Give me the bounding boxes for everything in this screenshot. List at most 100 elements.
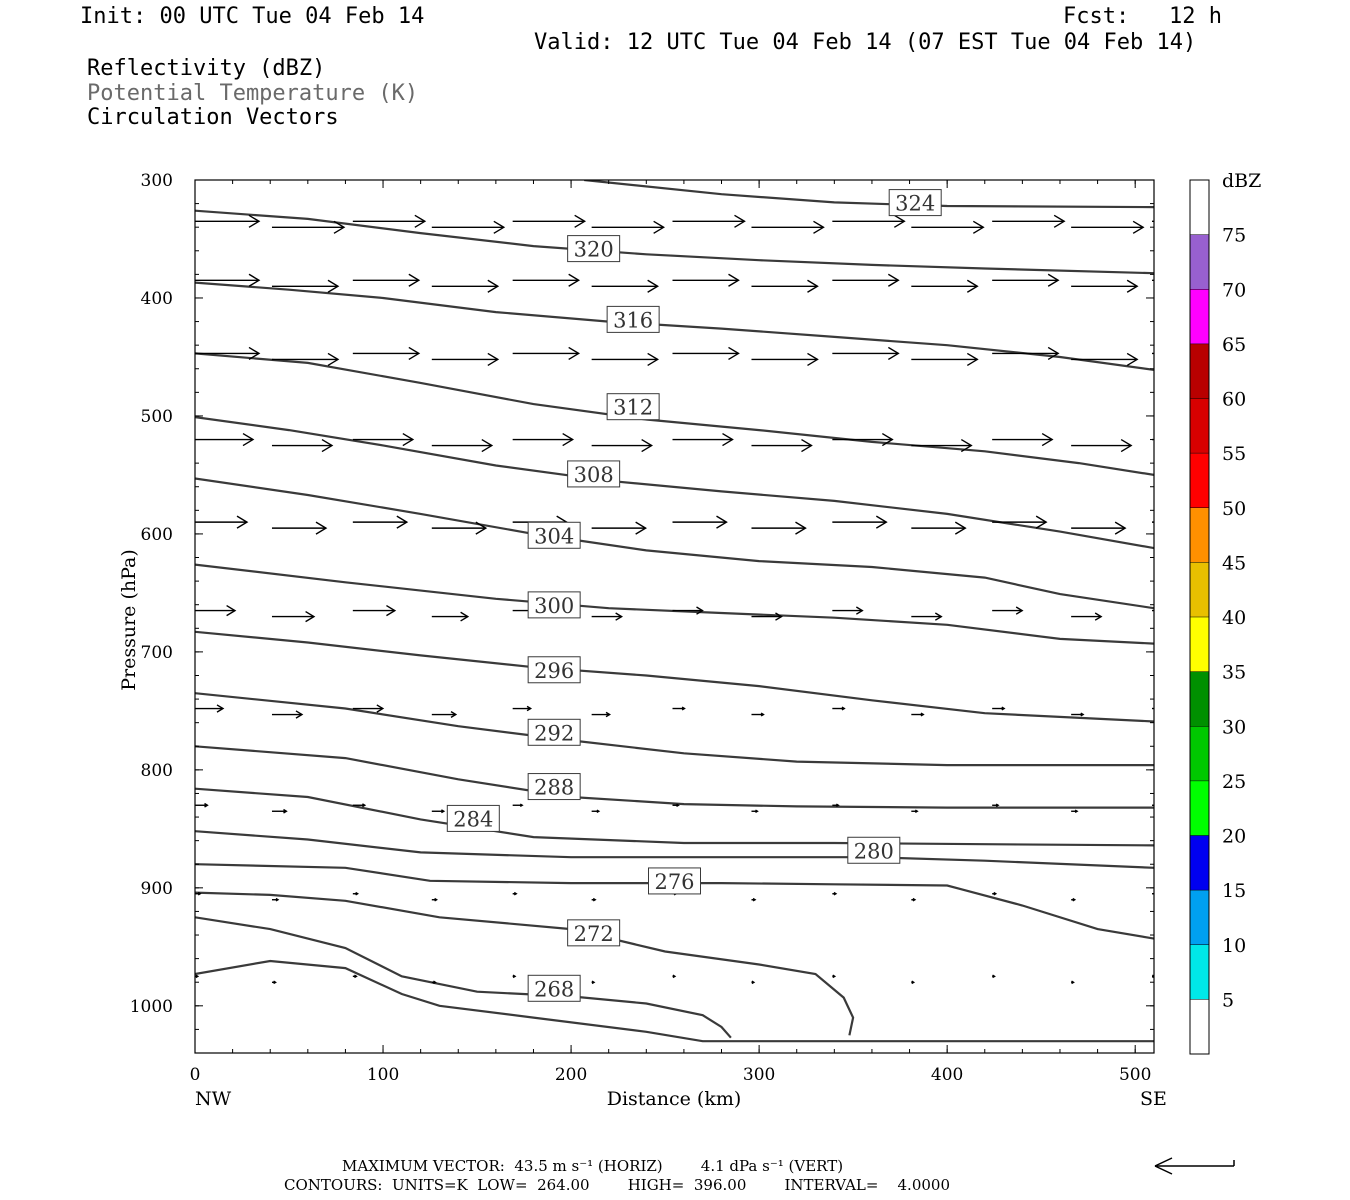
contour-label-box: [446, 804, 500, 832]
colorbar-segment: [1190, 234, 1209, 290]
vector-head: [355, 891, 359, 896]
vector-head: [321, 438, 334, 453]
init-time: Init: 00 UTC Tue 04 Feb 14: [80, 4, 425, 29]
x-axis-label: Distance (km): [607, 1088, 742, 1110]
field-circulation-vectors: Circulation Vectors: [87, 105, 339, 130]
colorbar-segment: [1190, 343, 1209, 399]
vector-head: [835, 803, 840, 808]
colorbar-segment: [1190, 890, 1209, 945]
vector-head: [641, 438, 654, 453]
vector-head: [751, 980, 756, 985]
y-tick-label: 600: [141, 525, 173, 545]
x-tick-label: 500: [1119, 1065, 1151, 1085]
contour-label-box: [527, 773, 581, 801]
x-end-label-se: SE: [1140, 1088, 1167, 1110]
plot-frame: [194, 179, 1155, 1054]
vector-head: [434, 897, 438, 902]
reference-vector-arrow: [1154, 1157, 1235, 1175]
vector-head: [512, 974, 517, 979]
vector-head: [519, 803, 524, 808]
vector-head: [966, 279, 979, 293]
contour-label-box: [888, 189, 942, 217]
colorbar-label: 55: [1222, 443, 1246, 465]
vector-head: [1041, 432, 1054, 447]
colorbar-label: 35: [1222, 662, 1246, 684]
contour-labels: 324 320 316 312 308 304 300 296 292 288 284 280 276 2…: [446, 189, 942, 1002]
contour-line-268: [195, 916, 732, 1039]
vector-head: [327, 279, 340, 293]
y-tick-label: 1000: [130, 997, 173, 1017]
vector-head: [248, 214, 261, 228]
vector-head: [833, 891, 838, 896]
vector-head: [1001, 706, 1006, 711]
colorbar-label: 15: [1222, 880, 1246, 902]
vector-head: [972, 220, 985, 234]
vector-head: [681, 706, 686, 711]
colorbar-label: 20: [1222, 826, 1246, 848]
vector-head: [305, 610, 316, 623]
vector-head: [275, 897, 280, 902]
max-vector-info: MAXIMUM VECTOR: 43.5 m s⁻¹ (HORIZ) 4.1 d…: [342, 1157, 844, 1175]
contour-line-324: [584, 180, 1154, 209]
vector-head: [414, 214, 427, 228]
contour-label: 268: [534, 977, 574, 1001]
vector-head: [396, 515, 409, 529]
vector-head: [716, 515, 728, 529]
colorbar-label: 60: [1222, 389, 1246, 411]
x-tick-label: 400: [931, 1065, 963, 1085]
y-tick-label: 700: [141, 643, 173, 663]
contour-label: 292: [534, 721, 574, 745]
valid-time: Valid: 12 UTC Tue 04 Feb 14 (07 EST Tue …: [534, 30, 1197, 55]
colorbar-segment: [1190, 453, 1209, 508]
contour-label-box: [567, 460, 621, 488]
vector-head: [647, 352, 660, 367]
contour-label-box: [567, 919, 621, 947]
forecast-hour: Fcst: 12 h: [1063, 4, 1222, 29]
vector-head: [635, 521, 648, 535]
contour-label-box: [648, 867, 701, 895]
vector-head: [204, 802, 209, 808]
vector-head: [1035, 515, 1048, 529]
contour-label-box: [567, 235, 621, 263]
vector-head: [672, 974, 677, 979]
vector-head: [1094, 612, 1103, 621]
contour-label: 284: [453, 807, 493, 831]
vector-head: [242, 432, 255, 447]
vector-head: [966, 352, 979, 367]
vector-head: [760, 712, 765, 717]
vector-head: [236, 515, 249, 529]
x-end-label-nw: NW: [195, 1088, 232, 1110]
vector-head: [487, 352, 500, 367]
colorbar-label: 70: [1222, 279, 1246, 301]
contour-line-288: [195, 745, 1154, 809]
vector-head: [647, 279, 660, 293]
vector-head: [402, 432, 415, 447]
vector-head: [1080, 712, 1085, 717]
contour-label-box: [527, 718, 581, 746]
contour-line-316: [195, 281, 1154, 371]
colorbar-label: 45: [1222, 552, 1246, 574]
y-tick-label: 800: [141, 761, 173, 781]
vector-head: [450, 711, 458, 718]
vector-head: [992, 974, 996, 979]
vector-head: [596, 809, 601, 814]
vector-head: [653, 220, 666, 234]
contour-label-box: [527, 974, 581, 1002]
contour-line-280: [195, 830, 1154, 869]
vector-head: [1071, 980, 1075, 985]
vector-head: [408, 273, 421, 287]
x-tick-label: 300: [743, 1065, 775, 1085]
vector-head: [728, 346, 740, 361]
y-tick-label: 900: [141, 879, 173, 899]
vector-head: [1126, 279, 1139, 293]
colorbar-segment: [1190, 507, 1209, 563]
colorbar-label: 40: [1222, 607, 1246, 629]
vector-head: [995, 803, 1000, 808]
vector-head: [722, 432, 734, 447]
colorbar-unit-label: dBZ: [1222, 170, 1261, 192]
vector-head: [568, 346, 581, 361]
vector-head: [283, 808, 288, 814]
colorbar-segment: [1190, 780, 1209, 836]
vector-head: [295, 710, 304, 719]
